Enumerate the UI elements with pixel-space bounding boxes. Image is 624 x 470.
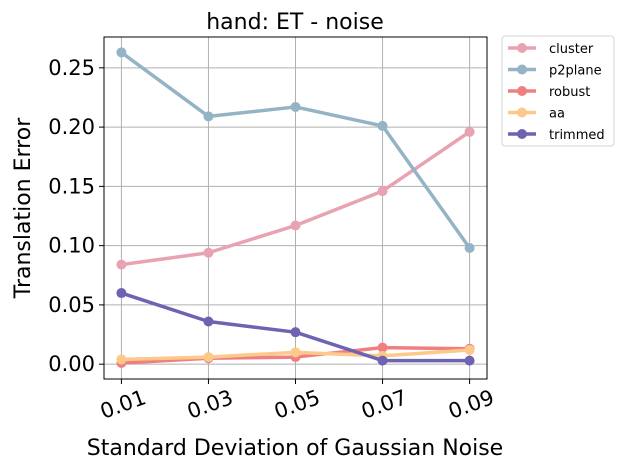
data-point-trimmed <box>203 316 214 327</box>
y-axis-label: Translation Error <box>11 117 36 299</box>
y-tick-label: 0.00 <box>48 352 95 376</box>
chart-title: hand: ET - noise <box>206 10 384 35</box>
y-axis: 0.00 0.05 0.10 0.15 0.20 0.25 <box>48 56 104 376</box>
data-point-cluster <box>203 247 214 258</box>
data-point-trimmed <box>290 327 301 338</box>
data-point-cluster <box>290 220 301 231</box>
data-point-p2plane <box>464 243 475 254</box>
legend-frame <box>501 35 615 147</box>
data-point-p2plane <box>290 101 301 112</box>
y-tick-label: 0.10 <box>48 234 95 258</box>
series-cluster <box>116 126 475 270</box>
legend-item-trimmed: trimmed <box>508 128 605 143</box>
data-point-trimmed <box>116 288 127 299</box>
data-point-trimmed <box>464 355 475 366</box>
data-point-cluster <box>464 126 475 137</box>
data-point-cluster <box>377 186 388 197</box>
x-tick-label: 0.01 <box>97 385 149 424</box>
data-point-p2plane <box>116 47 127 58</box>
legend-item-cluster: cluster <box>508 42 594 57</box>
x-axis-label: Standard Deviation of Gaussian Noise <box>87 436 503 461</box>
legend: cluster p2plane robust aa trimmed <box>501 35 615 147</box>
y-tick-label: 0.15 <box>48 174 95 198</box>
legend-item-p2plane: p2plane <box>508 64 602 79</box>
data-point-robust <box>377 342 388 353</box>
legend-item-robust: robust <box>508 85 590 100</box>
data-point-aa <box>203 352 214 363</box>
x-tick-label: 0.09 <box>445 385 497 424</box>
series-p2plane <box>116 47 475 254</box>
data-point-p2plane <box>377 120 388 131</box>
data-point-aa <box>116 354 127 365</box>
data-point-cluster <box>116 259 127 270</box>
legend-label: trimmed <box>549 128 605 143</box>
x-axis: 0.01 0.03 0.05 0.07 0.09 <box>97 379 497 424</box>
grid <box>104 37 487 379</box>
data-point-aa <box>290 347 301 358</box>
legend-label: robust <box>549 85 590 100</box>
legend-item-aa: aa <box>508 107 565 122</box>
legend-label: cluster <box>549 42 594 57</box>
legend-marker <box>517 43 527 53</box>
data-point-p2plane <box>203 111 214 122</box>
y-tick-label: 0.05 <box>48 293 95 317</box>
legend-marker <box>517 129 527 139</box>
data-point-aa <box>464 344 475 355</box>
series-layer <box>116 47 475 368</box>
legend-marker <box>517 107 527 118</box>
y-tick-label: 0.25 <box>48 56 95 80</box>
legend-label: p2plane <box>549 64 602 79</box>
legend-marker <box>517 64 527 75</box>
x-tick-label: 0.05 <box>271 385 323 424</box>
series-trimmed <box>116 288 475 366</box>
y-tick-label: 0.20 <box>48 115 95 139</box>
legend-marker <box>517 86 527 96</box>
x-tick-label: 0.03 <box>184 385 236 424</box>
series-aa <box>116 344 475 365</box>
data-point-trimmed <box>377 355 388 366</box>
x-tick-label: 0.07 <box>358 385 410 424</box>
legend-label: aa <box>549 107 565 122</box>
